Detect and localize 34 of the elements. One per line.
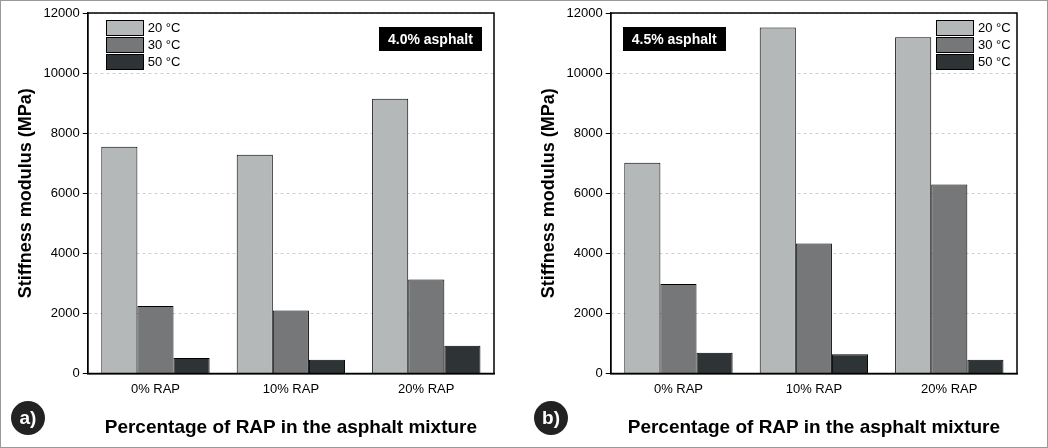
text: b) — [534, 401, 568, 435]
x-tick-label: 20% RAP — [921, 380, 978, 396]
y-tick-label: 0 — [595, 365, 603, 381]
annotation: 4.5% asphalt — [622, 27, 726, 51]
y-tick-label: 2000 — [50, 305, 80, 321]
y-axis-title: Stiffness modulus (MPa) — [537, 88, 558, 299]
x-tick-label: 0% RAP — [653, 380, 704, 396]
annotation: 4.0% asphalt — [379, 27, 482, 51]
y-tick-label: 4000 — [573, 244, 603, 260]
legend-label: 30 °C — [147, 36, 181, 53]
x-tick-label: 0% RAP — [130, 380, 181, 396]
y-tick-label: 6000 — [50, 184, 80, 200]
x-tick-label: 20% RAP — [398, 380, 455, 396]
y-tick-label: 10000 — [43, 64, 80, 80]
y-tick-label: 8000 — [573, 124, 603, 140]
y-tick-label: 6000 — [573, 184, 603, 200]
y-tick-label: 10000 — [566, 64, 603, 80]
x-tick-label: 10% RAP — [262, 380, 320, 396]
y-axis-title: Stiffness modulus (MPa) — [14, 88, 35, 299]
y-tick-label: 4000 — [50, 244, 80, 260]
y-tick-label: 2000 — [573, 305, 603, 321]
legend-label: 20 °C — [978, 19, 1011, 36]
legend-label: 50 °C — [978, 53, 1011, 70]
legend-label: 20 °C — [147, 19, 181, 36]
y-tick-label: 0 — [72, 365, 80, 381]
x-tick-label: 10% RAP — [785, 380, 843, 396]
y-tick-label: 12000 — [43, 4, 80, 20]
y-tick-label: 8000 — [50, 124, 80, 140]
x-axis-title: Percentage of RAP in the asphalt mixture — [104, 415, 478, 437]
y-tick-label: 12000 — [566, 4, 603, 20]
legend-label: 30 °C — [978, 36, 1011, 53]
x-axis-title: Percentage of RAP in the asphalt mixture — [627, 415, 1001, 437]
legend-label: 50 °C — [147, 53, 181, 70]
text: a) — [11, 401, 45, 435]
